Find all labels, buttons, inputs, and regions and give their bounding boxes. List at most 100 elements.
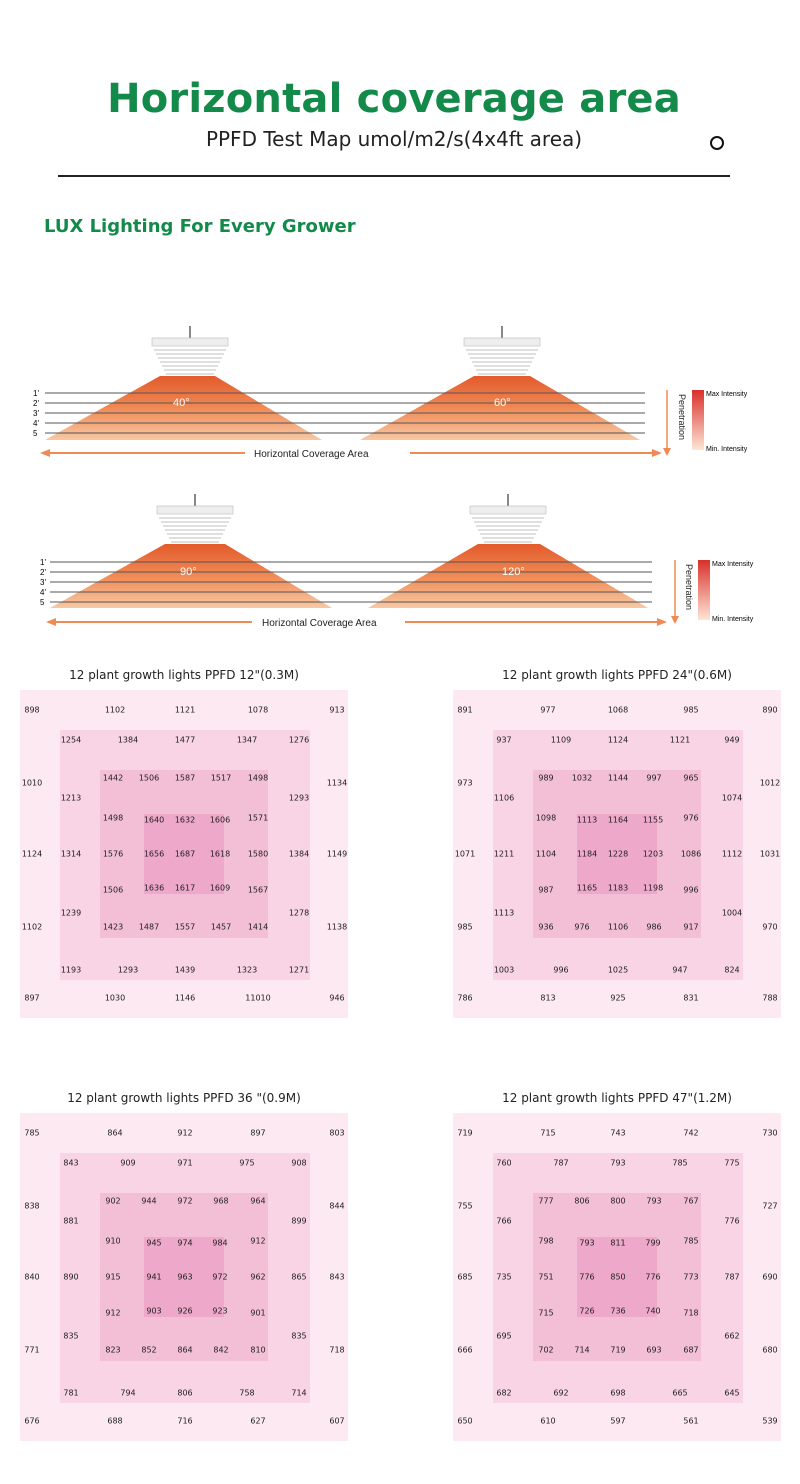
intensity-zone bbox=[144, 814, 224, 894]
ppfd-value: 1498 bbox=[247, 773, 269, 783]
ppfd-value: 962 bbox=[250, 1272, 266, 1282]
ppfd-value: 965 bbox=[683, 773, 699, 783]
intensity-scale bbox=[698, 560, 710, 620]
ppfd-value: 1106 bbox=[493, 793, 515, 803]
ppfd-value: 897 bbox=[24, 993, 40, 1003]
ppfd-value: 719 bbox=[610, 1345, 626, 1355]
ppfd-value: 864 bbox=[107, 1128, 123, 1138]
ppfd-value: 813 bbox=[540, 993, 556, 1003]
ppfd-value: 1567 bbox=[247, 885, 269, 895]
circle-icon bbox=[710, 136, 724, 150]
ppfd-value: 794 bbox=[120, 1388, 136, 1398]
ppfd-value: 1030 bbox=[104, 993, 126, 1003]
ppfd-value: 923 bbox=[212, 1306, 228, 1316]
ppfd-value: 806 bbox=[574, 1196, 590, 1206]
ppfd-value: 944 bbox=[141, 1196, 157, 1206]
ppfd-value: 1618 bbox=[209, 849, 231, 859]
ppfd-value: 976 bbox=[683, 813, 699, 823]
ppfd-value: 1112 bbox=[721, 849, 743, 859]
ppfd-value: 1457 bbox=[210, 922, 232, 932]
ppfd-value: 1003 bbox=[493, 965, 515, 975]
ppfd-value: 1640 bbox=[143, 815, 165, 825]
ppfd-value: 925 bbox=[610, 993, 626, 1003]
ppfd-value: 852 bbox=[141, 1345, 157, 1355]
ppfd-value: 1144 bbox=[607, 773, 629, 783]
level-label: 1' bbox=[40, 558, 46, 567]
ppfd-value: 1149 bbox=[326, 849, 348, 859]
ppfd-value: 843 bbox=[63, 1158, 79, 1168]
ppfd-value: 912 bbox=[250, 1236, 266, 1246]
ppfd-value: 835 bbox=[291, 1331, 307, 1341]
ppfd-value: 974 bbox=[177, 1238, 193, 1248]
ppfd-value: 798 bbox=[538, 1236, 554, 1246]
ppfd-value: 645 bbox=[724, 1388, 740, 1398]
ppfd-value: 1347 bbox=[236, 735, 258, 745]
ppfd-value: 806 bbox=[177, 1388, 193, 1398]
ppfd-value: 973 bbox=[457, 778, 473, 788]
ppfd-value: 781 bbox=[63, 1388, 79, 1398]
ppfd-value: 735 bbox=[496, 1272, 512, 1282]
ppfd-value: 719 bbox=[457, 1128, 473, 1138]
coverage-label: Horizontal Coverage Area bbox=[254, 449, 369, 460]
ppfd-value: 1193 bbox=[60, 965, 82, 975]
ppfd-value: 947 bbox=[672, 965, 688, 975]
ppfd-value: 1632 bbox=[174, 815, 196, 825]
ppfd-value: 915 bbox=[105, 1272, 121, 1282]
ppfd-value: 692 bbox=[553, 1388, 569, 1398]
ppfd-value: 936 bbox=[538, 922, 554, 932]
diagram-row-2: 1' 2' 3' 4' 5 90° 120° Horizontal Covera… bbox=[40, 493, 754, 629]
penetration-label: Penetration bbox=[684, 564, 694, 610]
ppfd-value: 1506 bbox=[102, 885, 124, 895]
ppfd-value: 785 bbox=[683, 1236, 699, 1246]
min-intensity-label: Min. Intensity bbox=[712, 616, 754, 623]
ppfd-value: 793 bbox=[579, 1238, 595, 1248]
ppfd-value: 786 bbox=[457, 993, 473, 1003]
ppfd-value: 727 bbox=[762, 1201, 778, 1211]
ppfd-value: 718 bbox=[329, 1345, 345, 1355]
ppfd-value: 945 bbox=[146, 1238, 162, 1248]
ppfd-value: 785 bbox=[672, 1158, 688, 1168]
ppfd-value: 1213 bbox=[60, 793, 82, 803]
ppfd-value: 985 bbox=[457, 922, 473, 932]
ppfd-value: 1609 bbox=[209, 883, 231, 893]
penetration-label: Penetration bbox=[677, 394, 687, 440]
ppfd-value: 698 bbox=[610, 1388, 626, 1398]
ppfd-value: 1012 bbox=[759, 778, 781, 788]
ppfd-value: 714 bbox=[291, 1388, 307, 1398]
ppfd-value: 1071 bbox=[454, 849, 476, 859]
map-title: 12 plant growth lights PPFD 47"(1.2M) bbox=[502, 1091, 732, 1105]
ppfd-value: 775 bbox=[724, 1158, 740, 1168]
min-intensity-label: Min. Intensity bbox=[706, 446, 748, 453]
ppfd-value: 937 bbox=[496, 735, 512, 745]
ppfd-value: 793 bbox=[610, 1158, 626, 1168]
ppfd-value: 760 bbox=[496, 1158, 512, 1168]
level-label: 1' bbox=[33, 389, 39, 398]
ppfd-value: 676 bbox=[24, 1416, 40, 1426]
ppfd-value: 1442 bbox=[102, 773, 124, 783]
ppfd-value: 1113 bbox=[493, 908, 515, 918]
angle-label: 90° bbox=[180, 566, 197, 578]
beam-60 bbox=[360, 376, 640, 440]
ppfd-value: 743 bbox=[610, 1128, 626, 1138]
ppfd-value: 665 bbox=[672, 1388, 688, 1398]
angle-label: 60° bbox=[494, 397, 511, 409]
ppfd-value: 913 bbox=[329, 705, 345, 715]
ppfd-value: 843 bbox=[329, 1272, 345, 1282]
ppfd-value: 1146 bbox=[174, 993, 196, 1003]
ppfd-value: 771 bbox=[24, 1345, 40, 1355]
ppfd-value: 989 bbox=[538, 773, 554, 783]
ppfd-value: 902 bbox=[105, 1196, 121, 1206]
ppfd-value: 736 bbox=[610, 1306, 626, 1316]
ppfd-value: 1384 bbox=[288, 849, 310, 859]
ppfd-value: 1323 bbox=[236, 965, 258, 975]
ppfd-value: 1293 bbox=[117, 965, 139, 975]
ppfd-value: 803 bbox=[329, 1128, 345, 1138]
ppfd-value: 610 bbox=[540, 1416, 556, 1426]
ppfd-value: 835 bbox=[63, 1331, 79, 1341]
ppfd-value: 971 bbox=[177, 1158, 193, 1168]
ppfd-value: 1414 bbox=[247, 922, 269, 932]
ppfd-value: 1106 bbox=[607, 922, 629, 932]
ppfd-value: 972 bbox=[177, 1196, 193, 1206]
ppfd-value: 964 bbox=[250, 1196, 266, 1206]
ppfd-value: 840 bbox=[24, 1272, 40, 1282]
